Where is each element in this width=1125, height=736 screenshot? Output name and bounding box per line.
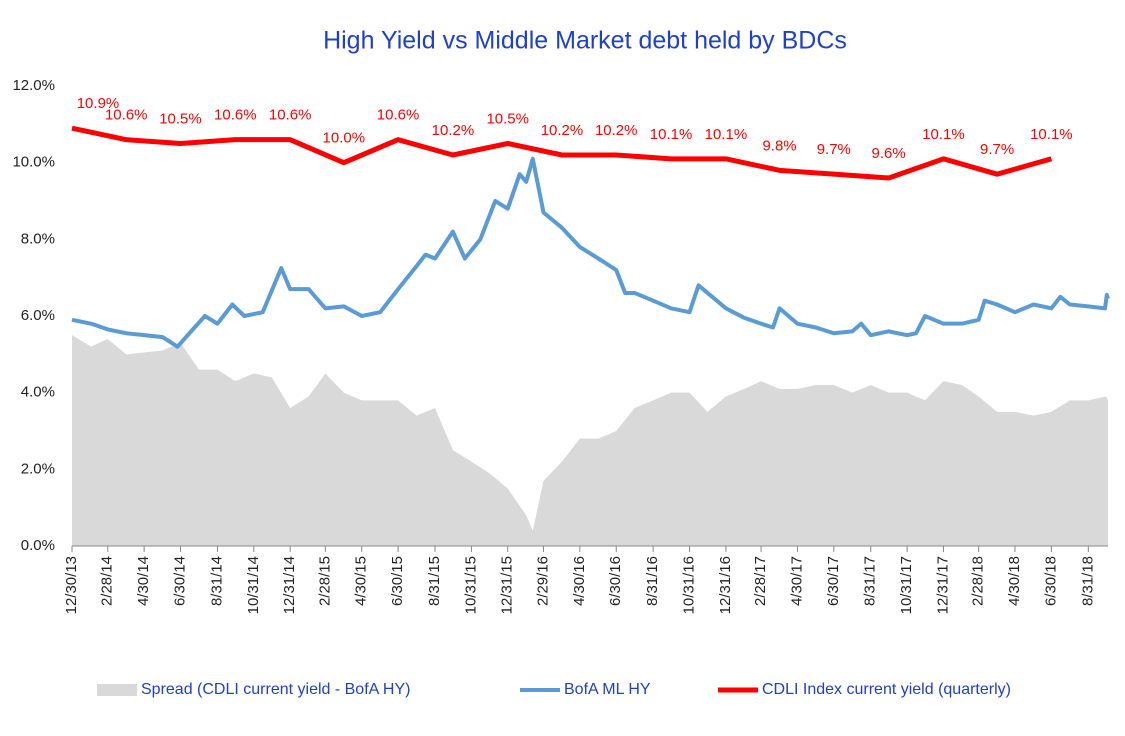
x-tick-label: 6/30/17	[825, 556, 842, 606]
x-tick-label: 10/31/16	[681, 556, 698, 614]
x-tick-label: 12/31/16	[717, 556, 734, 614]
data-label: 10.0%	[323, 130, 366, 147]
chart-title: High Yield vs Middle Market debt held by…	[323, 27, 847, 55]
data-label: 10.9%	[77, 95, 120, 112]
x-tick-label: 4/30/15	[353, 556, 370, 606]
x-tick-label: 6/30/16	[607, 556, 624, 606]
x-tick-label: 8/31/17	[862, 556, 879, 606]
x-tick-label: 2/29/16	[534, 556, 551, 606]
x-tick-label: 12/31/15	[499, 556, 516, 614]
data-label: 10.6%	[105, 107, 148, 124]
x-tick-label: 2/28/15	[316, 556, 333, 606]
x-tick-label: 8/31/14	[208, 556, 225, 606]
y-tick-label: 0.0%	[21, 537, 55, 554]
data-label: 10.6%	[377, 107, 420, 124]
data-label: 10.5%	[486, 110, 529, 127]
x-tick-label: 4/30/14	[135, 556, 152, 606]
data-label: 10.1%	[705, 126, 748, 143]
data-label: 9.6%	[872, 145, 906, 162]
data-label: 10.1%	[650, 126, 693, 143]
x-tick-label: 10/31/17	[898, 556, 915, 614]
legend-label: BofA ML HY	[564, 681, 651, 698]
x-tick-label: 2/28/14	[99, 556, 116, 606]
x-tick-label: 6/30/15	[389, 556, 406, 606]
y-tick-label: 2.0%	[21, 460, 55, 477]
x-tick-label: 8/31/15	[426, 556, 443, 606]
x-tick-label: 2/28/18	[970, 556, 987, 606]
y-tick-label: 4.0%	[21, 384, 55, 401]
data-label: 9.8%	[762, 137, 796, 154]
data-label: 10.5%	[159, 110, 202, 127]
line	[71, 156, 1110, 349]
line	[71, 125, 1053, 181]
y-tick-label: 12.0%	[12, 77, 55, 94]
x-tick-label: 8/31/18	[1079, 556, 1096, 606]
legend-label: Spread (CDLI current yield - BofA HY)	[141, 681, 410, 698]
x-tick-label: 10/31/15	[462, 556, 479, 614]
y-tick-label: 8.0%	[21, 230, 55, 247]
area	[72, 335, 1108, 546]
legend-swatch	[97, 684, 137, 696]
x-tick-label: 12/31/14	[281, 556, 298, 614]
legend-label: CDLI Index current yield (quarterly)	[762, 681, 1011, 698]
x-tick-label: 10/31/14	[245, 556, 262, 614]
data-label: 9.7%	[817, 141, 851, 158]
data-label: 10.1%	[922, 126, 965, 143]
data-label: 10.2%	[595, 122, 638, 139]
y-tick-label: 6.0%	[21, 307, 55, 324]
x-tick-label: 4/30/16	[571, 556, 588, 606]
x-tick-label: 4/30/18	[1006, 556, 1023, 606]
data-label: 9.7%	[980, 141, 1014, 158]
x-tick-label: 6/30/18	[1042, 556, 1059, 606]
x-tick-label: 12/31/17	[934, 556, 951, 614]
data-label: 10.1%	[1030, 126, 1073, 143]
x-tick-label: 12/30/13	[63, 556, 80, 614]
data-label: 10.2%	[541, 122, 584, 139]
data-label: 10.6%	[269, 107, 312, 124]
x-tick-label: 2/28/17	[752, 556, 769, 606]
y-tick-label: 10.0%	[12, 154, 55, 171]
x-tick-label: 4/30/17	[788, 556, 805, 606]
data-label: 10.6%	[214, 107, 257, 124]
x-tick-label: 8/31/16	[644, 556, 661, 606]
x-tick-label: 6/30/14	[171, 556, 188, 606]
data-label: 10.2%	[432, 122, 475, 139]
